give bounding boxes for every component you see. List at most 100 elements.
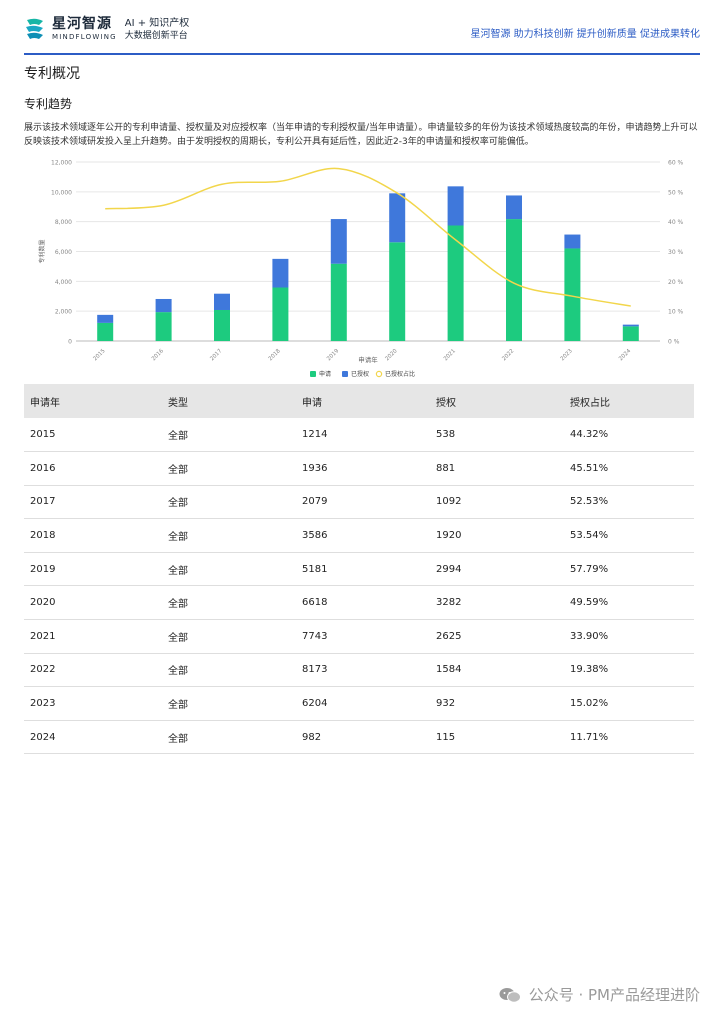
cell-year: 2017: [24, 485, 162, 520]
cell-type: 全部: [162, 653, 296, 688]
watermark-text: 公众号 · PM产品经理进阶: [528, 986, 700, 1004]
cell-granted: 881: [430, 451, 564, 486]
cell-grant-ratio: 53.54%: [564, 518, 694, 553]
cell-applications: 1214: [296, 418, 430, 453]
cell-year: 2023: [24, 686, 162, 721]
brand-name-cn: 星河智源: [52, 16, 112, 32]
table-row: 2018 全部 3586 1920 53.54%: [24, 518, 694, 553]
table-row: 2023 全部 6204 932 15.02%: [24, 686, 694, 721]
cell-year: 2016: [24, 451, 162, 486]
column-header-granted: 授权: [430, 384, 564, 418]
y-tick-label: 12,000: [51, 160, 72, 167]
legend-label: 已授权: [351, 370, 369, 378]
mindflowing-logo-icon: [24, 17, 46, 41]
cell-type: 全部: [162, 552, 296, 587]
bar-granted: [447, 186, 464, 226]
y-tick-label: 0: [68, 339, 72, 346]
table-row: 2017 全部 2079 1092 52.53%: [24, 485, 694, 520]
page-header: 星河智源 MINDFLOWING AI + 知识产权 大数据创新平台 星河智源 …: [24, 14, 700, 54]
brand-name-en: MINDFLOWING: [52, 33, 117, 41]
cell-type: 全部: [162, 686, 296, 721]
column-header-year: 申请年: [24, 384, 162, 418]
y-tick-label: 10,000: [51, 189, 72, 196]
column-header-grant-ratio: 授权占比: [564, 384, 694, 418]
bar-applications: [272, 287, 289, 341]
x-tick-label: 2018: [268, 348, 282, 362]
watermark: 公众号 · PM产品经理进阶: [499, 984, 700, 1005]
table-row: 2022 全部 8173 1584 19.38%: [24, 653, 694, 688]
cell-type: 全部: [162, 418, 296, 453]
brand-logo: 星河智源 MINDFLOWING AI + 知识产权 大数据创新平台: [24, 16, 189, 42]
cell-grant-ratio: 33.90%: [564, 619, 694, 654]
x-axis-title: 申请年: [358, 355, 378, 364]
bar-granted: [330, 219, 347, 264]
cell-type: 全部: [162, 619, 296, 654]
section-title: 专利趋势: [24, 97, 73, 111]
cell-year: 2015: [24, 418, 162, 453]
cell-type: 全部: [162, 451, 296, 486]
cell-applications: 7743: [296, 619, 430, 654]
y2-tick-label: 0 %: [668, 339, 680, 346]
cell-year: 2020: [24, 585, 162, 621]
bar-applications: [564, 248, 581, 341]
cell-type: 全部: [162, 585, 296, 621]
cell-granted: 2625: [430, 619, 564, 654]
cell-applications: 982: [296, 720, 430, 755]
legend-label: 已授权占比: [385, 370, 415, 378]
bar-granted: [97, 314, 114, 323]
cell-granted: 538: [430, 418, 564, 453]
y2-tick-label: 40 %: [668, 219, 684, 226]
x-tick-label: 2020: [384, 348, 398, 362]
cell-year: 2021: [24, 619, 162, 654]
bar-applications: [155, 312, 172, 341]
table-row: 2024 全部 982 115 11.71%: [24, 720, 694, 755]
bar-granted: [214, 293, 230, 310]
cell-year: 2022: [24, 653, 162, 688]
cell-granted: 2994: [430, 552, 564, 587]
table-row: 2015 全部 1214 538 44.32%: [24, 418, 694, 453]
bar-applications: [506, 219, 522, 341]
x-tick-label: 2015: [92, 348, 106, 362]
cell-applications: 6618: [296, 585, 430, 621]
cell-grant-ratio: 19.38%: [564, 653, 694, 688]
cell-applications: 8173: [296, 653, 430, 688]
cell-type: 全部: [162, 720, 296, 755]
legend-swatch: [375, 370, 383, 378]
cell-applications: 3586: [296, 518, 430, 553]
line-grant-ratio: [105, 167, 631, 307]
x-tick-label: 2019: [326, 348, 340, 362]
legend-label: 申请: [319, 370, 331, 378]
y-tick-label: 6,000: [55, 249, 72, 256]
cell-grant-ratio: 52.53%: [564, 485, 694, 520]
y-tick-label: 4,000: [55, 279, 72, 286]
x-tick-label: 2024: [618, 348, 632, 362]
table-row: 2020 全部 6618 3282 49.59%: [24, 585, 694, 621]
y-tick-label: 2,000: [55, 309, 72, 316]
table-header-row: 申请年 类型 申请 授权 授权占比: [24, 384, 694, 418]
y2-tick-label: 10 %: [668, 309, 684, 316]
x-tick-label: 2023: [560, 348, 574, 362]
column-header-type: 类型: [162, 384, 296, 418]
cell-type: 全部: [162, 485, 296, 520]
table-row: 2021 全部 7743 2625 33.90%: [24, 619, 694, 654]
bar-granted: [389, 193, 406, 243]
bar-applications: [447, 225, 464, 341]
cell-granted: 115: [430, 720, 564, 755]
y-tick-label: 8,000: [55, 219, 72, 226]
bar-applications: [214, 309, 230, 341]
bar-applications: [97, 322, 114, 341]
y2-tick-label: 60 %: [668, 160, 684, 167]
bar-granted: [155, 298, 172, 313]
y2-tick-label: 20 %: [668, 279, 684, 286]
cell-grant-ratio: 45.51%: [564, 451, 694, 486]
cell-granted: 1092: [430, 485, 564, 520]
brand-tagline-1: AI + 知识产权: [124, 17, 190, 29]
cell-granted: 932: [430, 686, 564, 721]
x-tick-label: 2016: [151, 348, 165, 362]
cell-grant-ratio: 15.02%: [564, 686, 694, 721]
cell-grant-ratio: 57.79%: [564, 552, 694, 587]
brand-tagline-2: 大数据创新平台: [124, 30, 188, 41]
y2-tick-label: 50 %: [668, 189, 684, 196]
cell-year: 2024: [24, 720, 162, 755]
wechat-icon: [499, 987, 521, 1003]
